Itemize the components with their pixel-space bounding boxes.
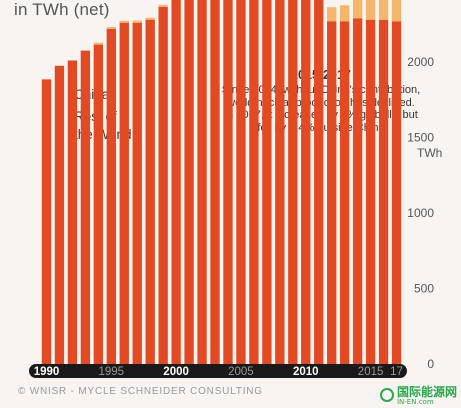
bar-china <box>352 0 363 19</box>
watermark-name: 国际能源网 <box>396 385 457 399</box>
watermark: 国际能源网 IN-EN.com <box>379 383 457 406</box>
x-axis-band <box>29 364 407 378</box>
bar-rest-of-world <box>184 0 194 364</box>
bar-china <box>145 17 155 20</box>
bar-rest-of-world <box>378 19 389 364</box>
x-tick-label: 1990 <box>34 366 60 378</box>
bar-rest-of-world <box>301 0 311 364</box>
bar-rest-of-world <box>236 0 246 364</box>
bar-rest-of-world <box>352 18 363 365</box>
bar-china <box>365 0 376 20</box>
bar-rest-of-world <box>119 22 129 365</box>
y-tick-label: 500 <box>414 282 434 296</box>
x-tick-label: 2010 <box>293 366 319 378</box>
y-tick-label: 1000 <box>407 206 434 220</box>
y-tick-label: 2000 <box>407 55 434 69</box>
bar-china <box>106 26 116 29</box>
x-tick-label: 1995 <box>99 366 125 378</box>
bar-china <box>391 0 402 22</box>
bar-rest-of-world <box>288 0 298 364</box>
bar-rest-of-world <box>365 19 376 364</box>
bar-rest-of-world <box>327 21 337 364</box>
bar-rest-of-world <box>262 0 272 365</box>
y-tick-label: 0 <box>427 357 434 371</box>
y-tick-label: 1500 <box>407 131 434 145</box>
x-tick-label: 2015 <box>358 366 384 378</box>
bar-rest-of-world <box>197 0 207 364</box>
bar-rest-of-world <box>210 0 220 365</box>
bar-rest-of-world <box>223 0 233 364</box>
bar-rest-of-world <box>41 79 52 365</box>
x-tick-label: 2005 <box>228 366 254 378</box>
bar-china <box>327 7 337 22</box>
x-tick-label: 2000 <box>163 366 189 378</box>
watermark-sub: IN-EN.com <box>396 398 434 406</box>
x-tick-label: 17 <box>390 366 403 378</box>
bar-china <box>93 42 103 45</box>
bar-china <box>119 20 129 23</box>
bar-rest-of-world <box>93 44 103 364</box>
bar-rest-of-world <box>275 0 285 364</box>
bar-rest-of-world <box>80 50 91 365</box>
bar-rest-of-world <box>67 60 78 365</box>
bar-rest-of-world <box>158 6 168 364</box>
bar-rest-of-world <box>54 65 65 364</box>
bar-china <box>132 20 142 23</box>
bar-rest-of-world <box>145 19 155 364</box>
bar-china <box>378 0 389 20</box>
bar-rest-of-world <box>391 21 402 364</box>
bar-rest-of-world <box>339 21 350 364</box>
bar-rest-of-world <box>106 28 116 365</box>
units-label: in TWh (net) <box>14 0 110 19</box>
bar-rest-of-world <box>249 0 259 364</box>
y-axis-label: TWh <box>417 146 442 160</box>
bar-rest-of-world <box>132 22 142 365</box>
bar-rest-of-world <box>171 0 181 365</box>
credit-text: © WNISR - MYCLE SCHNEIDER CONSULTING <box>18 386 263 397</box>
bar-china <box>158 4 168 7</box>
bar-china <box>339 5 350 22</box>
bar-rest-of-world <box>314 0 324 365</box>
watermark-logo-icon <box>379 387 394 402</box>
